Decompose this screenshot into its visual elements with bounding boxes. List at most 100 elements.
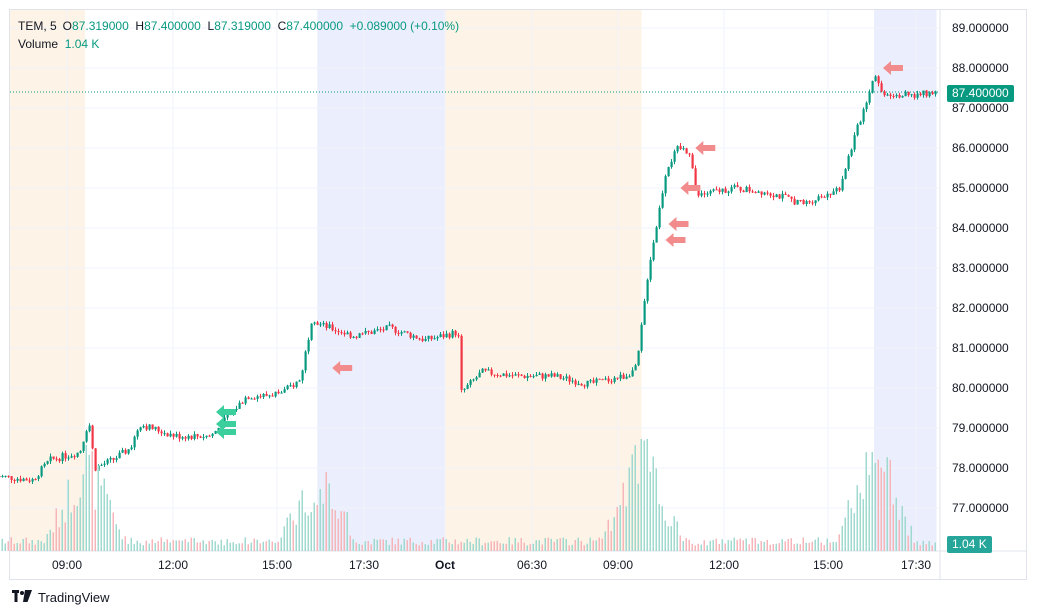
volume-bar [628, 467, 630, 551]
volume-bar [373, 538, 375, 551]
volume-bar [184, 539, 186, 551]
volume-bar [379, 539, 381, 551]
volume-bar [541, 544, 543, 551]
candle-body [691, 154, 694, 169]
volume-bar [430, 540, 432, 551]
candle-body [478, 372, 481, 378]
candle-body [256, 396, 259, 399]
volume-bar [598, 537, 600, 551]
candle-body [844, 168, 847, 179]
volume-bar [679, 535, 681, 551]
volume-label[interactable]: Volume [18, 37, 59, 51]
candle-body [7, 475, 10, 477]
volume-bar [265, 541, 267, 551]
candle-body [517, 374, 520, 376]
footer-branding[interactable]: TradingView [12, 590, 110, 605]
volume-bar [604, 531, 606, 551]
candle-body [490, 369, 493, 375]
volume-bar [625, 506, 627, 551]
volume-bar [610, 530, 612, 551]
symbol-label[interactable]: TEM, 5 [18, 19, 57, 33]
y-tick-label: 88.000000 [952, 61, 1009, 75]
volume-bar [877, 459, 879, 551]
candle-body [934, 91, 937, 95]
volume-bar [31, 539, 33, 551]
volume-bar [91, 451, 93, 551]
volume-bar [607, 519, 609, 551]
candle-body [463, 388, 466, 390]
volume-bar [721, 539, 723, 551]
candle-body [865, 102, 868, 110]
low-label: L [207, 19, 215, 33]
candle-body [685, 148, 688, 154]
candle-body [184, 437, 187, 439]
volume-bar [64, 522, 66, 551]
candle-body [634, 365, 637, 371]
volume-bar [325, 472, 327, 551]
candle-body [442, 334, 445, 338]
volume-bar [121, 539, 123, 551]
candle-body [877, 76, 880, 84]
candle-body [913, 94, 916, 98]
volume-bar [646, 438, 648, 551]
candle-body [661, 193, 664, 208]
candle-body [538, 373, 541, 375]
candle-body [916, 93, 919, 98]
volume-bar [853, 513, 855, 551]
candle-body [283, 389, 286, 393]
volume-bar [745, 538, 747, 551]
candle-body [862, 109, 865, 122]
candle-body [562, 378, 565, 380]
candle-body [613, 377, 616, 382]
x-tick-label: 17:30 [349, 558, 379, 572]
candle-body [58, 459, 61, 462]
trade-marker-sell [668, 217, 689, 231]
candle-body [856, 124, 859, 136]
volume-bar [67, 479, 69, 551]
volume-bar [220, 539, 222, 551]
chart-frame [9, 9, 1027, 580]
volume-bar [613, 517, 615, 551]
candle-body [25, 478, 28, 481]
volume-bar [487, 542, 489, 551]
candle-body [670, 161, 673, 168]
volume-bar [505, 543, 507, 551]
candle-body [892, 96, 895, 98]
candle-body [28, 480, 31, 482]
candle-body [178, 433, 181, 439]
volume-bar [880, 467, 882, 551]
volume-bar [835, 542, 837, 551]
candle-body [427, 335, 430, 339]
candle-body [316, 322, 319, 325]
candle-body [37, 476, 40, 479]
volume-bar [595, 540, 597, 551]
volume-bar [892, 504, 894, 551]
volume-bar [208, 541, 210, 551]
volume-bar [244, 537, 246, 551]
candle-body [181, 437, 184, 439]
candle-body [274, 391, 277, 397]
candle-body [46, 461, 49, 464]
high-label: H [135, 19, 145, 33]
volume-bar [388, 544, 390, 551]
candle-body [895, 94, 898, 97]
volume-bar [274, 543, 276, 551]
candle-body [682, 148, 685, 150]
volume-bar [55, 508, 57, 551]
candle-body [151, 424, 154, 430]
candle-body [775, 194, 778, 198]
candle-body [49, 456, 52, 462]
volume-bar [583, 545, 585, 551]
volume-bar [727, 539, 729, 551]
candle-body [244, 397, 247, 404]
candle-body [589, 380, 592, 382]
candle-body [352, 336, 355, 338]
volume-bar [754, 538, 756, 551]
candle-body [886, 94, 889, 96]
volume-bar [16, 543, 18, 551]
volume-bar [850, 508, 852, 551]
volume-bar [310, 512, 312, 551]
volume-bar [268, 539, 270, 551]
candle-body [889, 94, 892, 97]
